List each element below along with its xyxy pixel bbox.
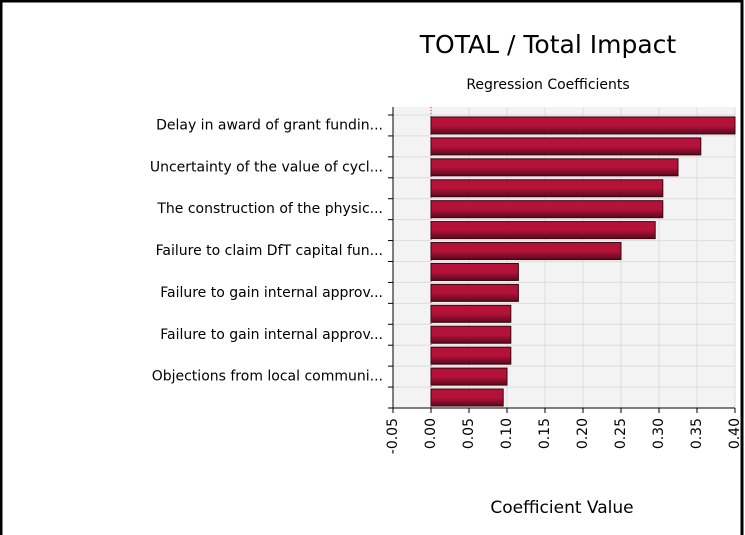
y-tick-label: Failure to gain internal approv... — [160, 285, 383, 301]
bar — [430, 325, 512, 344]
bar — [430, 262, 519, 281]
x-tick-label: 0.10 — [499, 418, 515, 449]
bar — [430, 346, 512, 365]
bar — [430, 388, 504, 407]
bar — [430, 221, 656, 240]
bar — [430, 179, 664, 198]
x-tick-label: 0.35 — [689, 418, 705, 449]
bar — [430, 367, 508, 386]
y-tick-label: Failure to claim DfT capital fun... — [156, 243, 383, 259]
x-tick-label: 0.05 — [461, 418, 477, 449]
bar — [430, 158, 679, 177]
x-tick-label: 0.15 — [537, 418, 553, 449]
y-tick-label: The construction of the physic... — [156, 201, 383, 217]
bar — [430, 304, 512, 323]
y-tick-label: Delay in award of grant fundin... — [156, 117, 383, 133]
x-tick-label: 0.00 — [423, 418, 439, 449]
bar — [430, 137, 702, 156]
y-tick-label: Uncertainty of the value of cycl... — [150, 159, 383, 175]
x-axis-label: Coefficient Value — [490, 498, 633, 518]
x-tick-label: 0.40 — [727, 418, 743, 449]
bar — [430, 116, 736, 135]
x-tick-label: -0.05 — [385, 418, 401, 454]
chart-subtitle: Regression Coefficients — [466, 77, 629, 93]
chart-title: TOTAL / Total Impact — [419, 30, 677, 59]
bar — [430, 200, 664, 219]
bar — [430, 283, 519, 302]
x-tick-label: 0.30 — [651, 418, 667, 449]
x-tick-label: 0.20 — [575, 418, 591, 449]
x-tick-label: 0.25 — [613, 418, 629, 449]
y-tick-label: Objections from local communi... — [152, 369, 383, 385]
bar — [430, 242, 622, 261]
y-tick-label: Failure to gain internal approv... — [160, 327, 383, 343]
